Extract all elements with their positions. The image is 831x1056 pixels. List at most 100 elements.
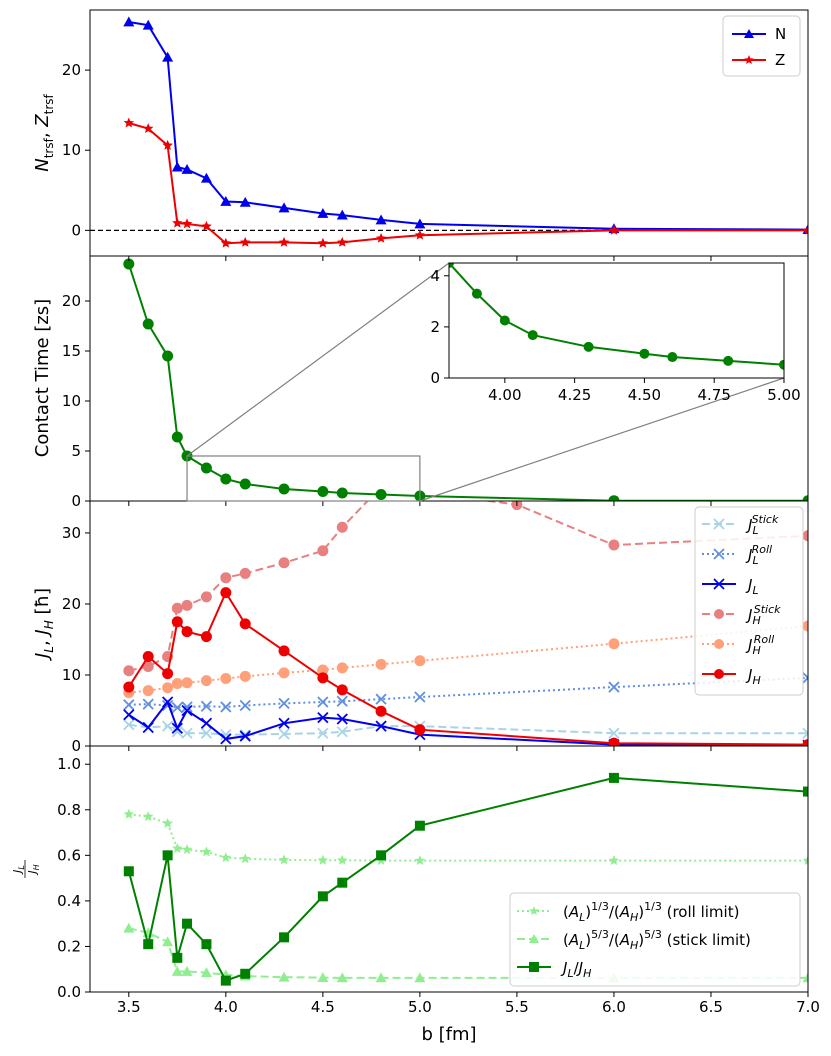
panel3-series-4-point-14 [802, 620, 808, 632]
panel4-series-0-point-2 [162, 817, 173, 828]
panel4-series-0-point-1 [143, 811, 154, 822]
panel3-series-1-point-4-stroke-b [181, 701, 193, 713]
legend-panel4-label-2: JL/JH [560, 959, 591, 980]
panel1-series-0-point-10 [336, 209, 348, 220]
x-tick-label-3: 5.0 [408, 998, 432, 1016]
panel4-series-1-point-5 [200, 967, 212, 978]
x-axis-label: b [fm] [421, 1024, 476, 1045]
panel3-series-3 [123, 501, 808, 677]
panel4-series-0-point-8 [278, 854, 290, 865]
panel4-ytick-label-2: 0.4 [57, 892, 81, 910]
panel4-series-1-point-4 [181, 966, 193, 976]
panel3-series-2-point-7-stroke-b [239, 730, 251, 742]
inset-xtick-label-0: 4.00 [488, 386, 521, 404]
panel3-series-0-point-13-stroke-b [608, 727, 620, 739]
panel3-series-4-point-7 [239, 670, 251, 682]
panel3-series-3-point-1 [142, 660, 154, 672]
panel4-series-2-point-4 [182, 918, 193, 929]
legend-panel1-N-marker [744, 29, 754, 38]
panel3-series-0-point-7 [239, 729, 251, 741]
panel3-series-1-point-10-stroke-b [336, 695, 348, 707]
panel4-ytick-label-4: 0.8 [57, 801, 81, 819]
panel1-series-0-point-11 [375, 214, 387, 225]
svg-text:JL: JL [11, 865, 26, 875]
panel4-series-2-point-8 [279, 932, 290, 943]
panel2-series-0-point-5 [200, 462, 212, 474]
panel1-series-0-point-12 [414, 218, 426, 229]
panel1-series-0-point-9 [317, 208, 329, 218]
panel2-series-0-point-9 [317, 486, 329, 497]
panel3-series-1-point-0-stroke-b [123, 699, 135, 711]
panel2-ytick-label-4: 20 [62, 292, 81, 310]
panel3-series-2-point-1-stroke-b [142, 721, 154, 734]
inset-ytick-label-0: 0 [430, 369, 440, 387]
legend-panel3-label-3: JHStick [745, 603, 781, 627]
panel3-series-0-point-3 [171, 726, 183, 738]
panel3-series-2-point-11 [375, 720, 387, 732]
panel3-series-0-point-4-stroke-b [181, 727, 193, 739]
panel3-series-4-point-5 [200, 675, 212, 687]
panel3-series-5-point-1 [142, 651, 154, 663]
legend-panel4-entries [517, 906, 551, 972]
panel3-series-1-point-8-stroke-b [278, 697, 290, 710]
legend-panel3-entry-0-marker [713, 518, 725, 530]
panel3-series-3-point-7 [239, 567, 251, 579]
panel4-series-0-point-0 [123, 808, 134, 819]
panel3-series-4-point-12 [414, 655, 426, 667]
panel3-series-5-point-0 [123, 681, 135, 693]
panel3-series-0-point-0-stroke-b [123, 719, 135, 731]
panel3-ytick-label-1: 10 [62, 666, 81, 684]
panel3-series-1-point-9-stroke-b [317, 696, 329, 708]
inset-xtick-label-4: 5.00 [767, 386, 800, 404]
panel2-series-0-point-1 [142, 318, 154, 330]
panel1-series-0-point-1 [142, 19, 154, 30]
panel2-series-0-point-3 [171, 431, 183, 443]
inset-xtick-label-2: 4.50 [628, 386, 661, 404]
panel3-series-2-point-0-stroke-b [123, 709, 135, 721]
panel1-series-1-point-11 [375, 232, 387, 243]
panel3-series-4-point-13 [608, 638, 620, 650]
panel2-series-0-point-6 [220, 473, 232, 485]
panel4-series-2-point-11 [376, 850, 387, 861]
panel1-series-0-point-7 [239, 196, 251, 207]
inset-xtick-label-1: 4.25 [558, 386, 591, 404]
inset-ytick-label-1: 2 [430, 318, 440, 336]
panel3-series-1-point-2-stroke-b [161, 699, 174, 712]
panel3-series-4-point-3 [171, 678, 183, 690]
legend-panel3-entries [702, 518, 736, 679]
panel3-series-4-point-8 [278, 667, 290, 679]
panel3-series-1-point-13-stroke-b [608, 681, 620, 693]
legend-panel3-entry-0-marker-stroke-b [713, 518, 725, 530]
panel4-series-2-point-14 [803, 786, 808, 797]
panel3-series-2-point-4 [181, 704, 193, 717]
panel3-series-1-point-13 [608, 681, 620, 693]
panel1-ylabel: Ntrsf, Ztrsf [32, 93, 56, 171]
panel3-series-5-point-2 [162, 668, 174, 680]
panel3-series-2-point-6-stroke-b [220, 733, 232, 745]
panel3-series-1-point-5 [200, 700, 213, 712]
panel1-ytick-label-2: 20 [62, 61, 81, 79]
panel3-series-1-point-7 [239, 699, 251, 712]
panel1-ytick-label-0: 0 [71, 221, 81, 239]
panel4-series-0-point-12 [414, 855, 426, 865]
panel3-series-2-point-10 [336, 713, 348, 725]
panel3-series-1-point-12 [414, 691, 426, 703]
panel3-series-1-point-1 [142, 698, 154, 710]
panel3-series-3-point-10 [336, 521, 348, 533]
x-tick-label-7: 7.0 [796, 998, 820, 1016]
panel4-series-0 [123, 808, 808, 865]
panel3-series-2-point-6 [220, 733, 232, 745]
panel3-series-5-point-13 [608, 737, 620, 746]
panel2-series-0-point-0 [123, 258, 135, 270]
legend-panel3-entry-1-marker-stroke-b [713, 548, 725, 560]
panel1-series-0-point-8 [278, 202, 290, 213]
panel4-series-1-point-11 [375, 972, 387, 983]
legends: NZ JLStick JLRoll JL JHStick JHRoll JH (AL)1/3/… [509, 15, 804, 987]
panel3-series-1-point-6 [220, 701, 232, 713]
panel4-series-1-line [128, 927, 808, 979]
x-tick-label-6: 6.5 [699, 998, 723, 1016]
panel1-series-0 [123, 16, 808, 234]
panel3-series-1-point-3-stroke-b [171, 702, 183, 714]
legend-panel3-entry-4-marker [714, 639, 724, 649]
panel3-series-0-line [128, 723, 808, 736]
